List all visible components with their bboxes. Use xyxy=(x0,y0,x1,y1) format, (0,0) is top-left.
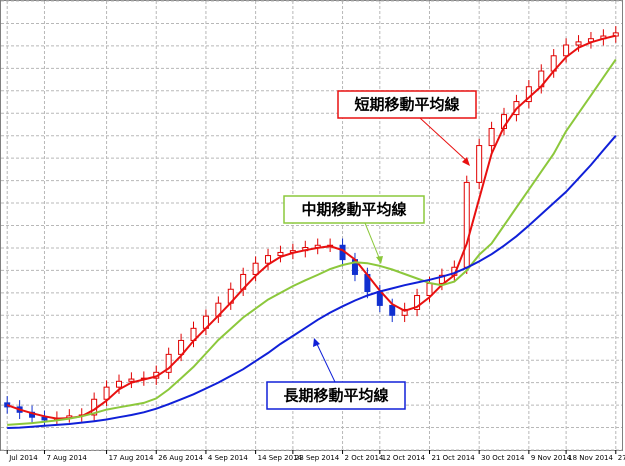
annotation-long: 長期移動平均線 xyxy=(266,338,406,410)
candle-body xyxy=(252,262,259,275)
arrow xyxy=(364,222,381,261)
candle-body xyxy=(488,128,495,147)
arrow xyxy=(315,341,336,383)
candle-body xyxy=(103,386,110,400)
candle-body xyxy=(165,353,172,373)
x-tick-label: 26 Aug 2014 xyxy=(158,454,203,462)
x-tick-label: 18 Nov 2014 xyxy=(568,454,613,462)
x-tick-label: 4 Sep 2014 xyxy=(208,454,248,462)
candle-body xyxy=(463,181,470,268)
label: 長期移動平均線 xyxy=(283,387,388,405)
candle-body xyxy=(115,380,122,388)
label: 短期移動平均線 xyxy=(354,96,459,114)
moving-average-line xyxy=(7,135,617,429)
x-tick-label: 2 Oct 2014 xyxy=(345,454,384,462)
candle-body xyxy=(401,308,408,316)
annotation-mid: 中期移動平均線 xyxy=(283,195,425,264)
candle-body xyxy=(563,44,570,57)
x-tick-label: 17 Aug 2014 xyxy=(109,454,154,462)
arrowhead xyxy=(462,157,470,166)
x-tick-label: 12 Oct 2014 xyxy=(382,454,426,462)
x-tick-label: 23 Sep 2014 xyxy=(295,454,340,462)
candle-body xyxy=(389,304,396,316)
x-tick-label: 27 Nov 2014 xyxy=(618,454,625,462)
candle-body xyxy=(426,282,433,297)
candle-body xyxy=(277,251,284,257)
x-tick-label: 21 Oct 2014 xyxy=(431,454,475,462)
label-box xyxy=(283,195,425,224)
candle-body xyxy=(4,402,11,408)
x-tick-label: 14 Sep 2014 xyxy=(258,454,303,462)
x-tick-label: 30 Oct 2014 xyxy=(481,454,525,462)
arrowhead xyxy=(376,256,383,264)
candle-body xyxy=(414,295,421,310)
label: 中期移動平均線 xyxy=(301,201,406,219)
candle-body xyxy=(476,145,483,183)
candle-body xyxy=(128,378,135,382)
arrow xyxy=(419,117,469,163)
x-tick-label: 9 Nov 2014 xyxy=(531,454,572,462)
annotation-short: 短期移動平均線 xyxy=(337,90,477,166)
candle-body xyxy=(265,255,272,264)
x-tick-label: Jul 2014 xyxy=(8,454,38,462)
moving-average-line xyxy=(7,58,617,426)
moving-average-line xyxy=(6,34,617,420)
x-tick-label: 7 Aug 2014 xyxy=(46,454,87,462)
label-box xyxy=(337,90,477,119)
label-box xyxy=(266,381,406,410)
candle-body xyxy=(438,274,445,284)
candle-body xyxy=(575,41,582,46)
arrowhead xyxy=(313,338,320,347)
